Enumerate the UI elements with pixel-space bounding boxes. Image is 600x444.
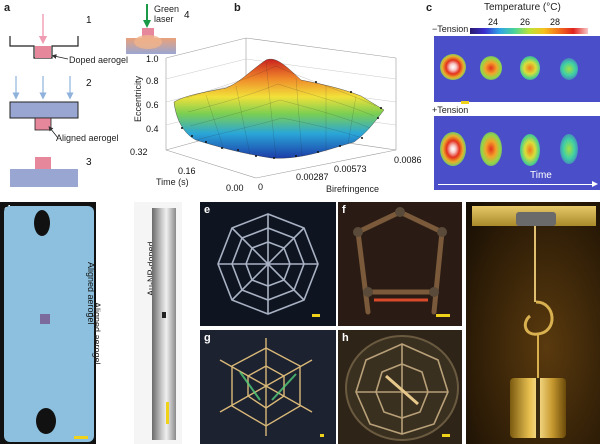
spiderweb-flask-h	[345, 335, 459, 441]
colorbar-tick-3: 28	[550, 17, 561, 27]
panel-i: i	[466, 202, 600, 444]
panel-c: c Temperature (°C) 24 26 28 −Tension +Te…	[424, 0, 600, 200]
aligned-aerogel-label: Aligned aerogel	[56, 133, 119, 143]
hanging-fiber	[534, 226, 536, 302]
web-closeup-f	[353, 207, 447, 315]
colorbar-tick-2: 26	[520, 17, 531, 27]
panel-g: g	[200, 330, 336, 444]
colorbar	[470, 28, 588, 34]
z-tick-2: 0.8	[146, 76, 159, 86]
y-tick-0: 0	[258, 182, 264, 192]
panel-h-label: h	[342, 332, 349, 344]
plus-tension-label: +Tension	[432, 105, 469, 115]
panel-a-step4: 4 Green laser	[124, 0, 214, 70]
aerogel-film	[4, 206, 94, 442]
panel-e: e	[200, 202, 336, 326]
panel-a: a	[0, 0, 129, 200]
step1-mold	[9, 14, 79, 59]
spiderweb-structure-e	[217, 213, 319, 315]
panel-g-label: g	[204, 332, 211, 344]
thermal-image-top	[434, 36, 600, 102]
laser-illustration	[126, 4, 176, 54]
surface-mesh	[173, 58, 385, 159]
step-2-number: 2	[86, 78, 92, 89]
panel-b-label: b	[234, 2, 241, 14]
green-laser-label: Green laser	[154, 4, 180, 24]
y-tick-1: 0.00287	[296, 172, 329, 182]
z-tick-3: 0.6	[146, 100, 159, 110]
x-tick-3: 0.00	[226, 183, 244, 193]
y-tick-2: 0.00573	[334, 164, 367, 174]
scale-bar	[461, 101, 469, 104]
panel-h: h	[338, 330, 462, 444]
z-tick-1: 1.0	[146, 54, 159, 64]
colorbar-tick-1: 24	[488, 17, 499, 27]
surface-plot	[165, 37, 397, 179]
minus-tension-label: −Tension	[432, 24, 469, 34]
spiderweb-glowing-g	[219, 338, 313, 436]
thermal-image-bottom	[434, 116, 600, 190]
step2-mold	[9, 76, 79, 131]
panel-f: f	[338, 202, 462, 326]
x-tick-1: 0.32	[130, 147, 148, 157]
panel-c-label: c	[426, 2, 433, 14]
z-axis-label: Eccentricity	[133, 75, 143, 122]
time-arrow	[438, 184, 594, 185]
panel-b: b	[126, 0, 426, 200]
panel-d-label-bg	[96, 202, 134, 444]
step-4-number: 4	[184, 10, 190, 21]
step-1-number: 1	[86, 15, 92, 26]
panel-d-sem: Au-NP-doped	[134, 202, 182, 444]
step-3-number: 3	[86, 157, 92, 168]
panel-a-schematic	[9, 14, 79, 187]
x-tick-2: 0.16	[178, 166, 196, 176]
hook	[523, 300, 554, 378]
doped-aerogel-label: Doped aerogel	[69, 55, 129, 65]
aligned-aerogel-side-label: Aligned aerogel	[92, 302, 102, 365]
y-axis-label: Birefringence	[326, 184, 380, 194]
y-tick-3: 0.0086	[394, 155, 422, 165]
x-axis-label: Time (s)	[156, 177, 189, 187]
panel-a-label: a	[4, 2, 11, 14]
panel-e-label: e	[204, 204, 211, 216]
z-tick-4: 0.4	[146, 124, 159, 134]
colorbar-title: Temperature (°C)	[484, 2, 561, 13]
panel-f-label: f	[342, 204, 346, 216]
step3-mold	[10, 157, 78, 187]
time-label: Time	[530, 170, 552, 181]
